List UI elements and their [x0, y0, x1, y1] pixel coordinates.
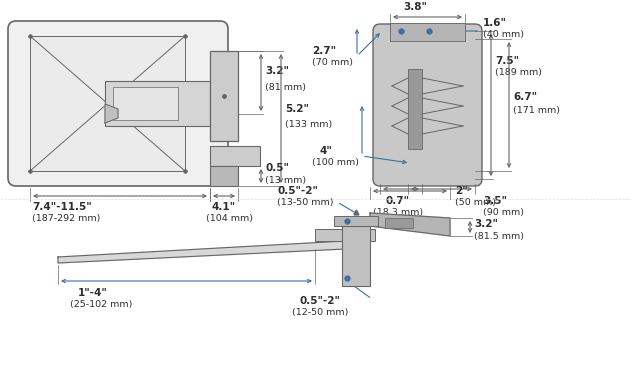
Polygon shape	[370, 213, 450, 236]
Text: (18.3 mm): (18.3 mm)	[373, 207, 423, 217]
Text: 0.5"-2": 0.5"-2"	[300, 296, 341, 306]
Text: 3.2": 3.2"	[474, 219, 498, 229]
Text: 5.2": 5.2"	[285, 104, 309, 114]
Text: 7.4"-11.5": 7.4"-11.5"	[32, 202, 91, 212]
Text: (100 mm): (100 mm)	[312, 158, 359, 167]
Text: 1.6": 1.6"	[483, 18, 507, 28]
Text: (187-292 mm): (187-292 mm)	[32, 214, 100, 223]
Text: (104 mm): (104 mm)	[206, 214, 253, 223]
Polygon shape	[58, 241, 345, 263]
Text: 2": 2"	[455, 186, 468, 196]
Text: (50 mm): (50 mm)	[455, 198, 496, 207]
Text: 3.5": 3.5"	[483, 196, 507, 206]
Bar	[105, 81, 210, 126]
Text: (70 mm): (70 mm)	[312, 59, 353, 68]
Bar	[342, 226, 370, 286]
Text: 1"-4": 1"-4"	[78, 288, 108, 298]
Text: (90 mm): (90 mm)	[483, 207, 524, 217]
Text: (133 mm): (133 mm)	[285, 120, 333, 129]
Bar	[210, 146, 260, 166]
Text: 4.1": 4.1"	[211, 202, 235, 212]
Text: 0.5": 0.5"	[265, 163, 289, 173]
FancyBboxPatch shape	[8, 21, 228, 186]
Text: 3.2": 3.2"	[265, 66, 289, 76]
Text: 0.5"-2": 0.5"-2"	[277, 186, 318, 196]
Bar	[408, 69, 422, 149]
Text: (40 mm): (40 mm)	[483, 30, 524, 39]
Bar	[210, 51, 238, 141]
Bar	[390, 23, 465, 41]
Text: 4": 4"	[320, 146, 333, 156]
Text: (81 mm): (81 mm)	[265, 83, 306, 92]
Text: (189 mm): (189 mm)	[495, 69, 542, 78]
Text: (12-50 mm): (12-50 mm)	[292, 309, 348, 318]
Text: 2.7": 2.7"	[312, 46, 336, 56]
Bar	[385, 218, 413, 228]
Bar	[334, 216, 378, 226]
Text: (171 mm): (171 mm)	[513, 105, 560, 115]
Text: (25-102 mm): (25-102 mm)	[70, 301, 133, 309]
Text: (13-50 mm): (13-50 mm)	[277, 198, 334, 207]
Text: 6.7": 6.7"	[513, 92, 537, 102]
Bar	[30, 36, 185, 171]
Text: 7.5": 7.5"	[495, 56, 519, 66]
Text: (81.5 mm): (81.5 mm)	[474, 232, 524, 240]
Text: (13 mm): (13 mm)	[265, 177, 306, 186]
Bar	[113, 87, 178, 120]
Text: 0.7": 0.7"	[386, 196, 410, 206]
Bar	[315, 229, 375, 241]
Bar	[210, 166, 238, 186]
Text: 3.8": 3.8"	[403, 2, 427, 12]
Polygon shape	[105, 104, 118, 123]
FancyBboxPatch shape	[373, 24, 482, 186]
